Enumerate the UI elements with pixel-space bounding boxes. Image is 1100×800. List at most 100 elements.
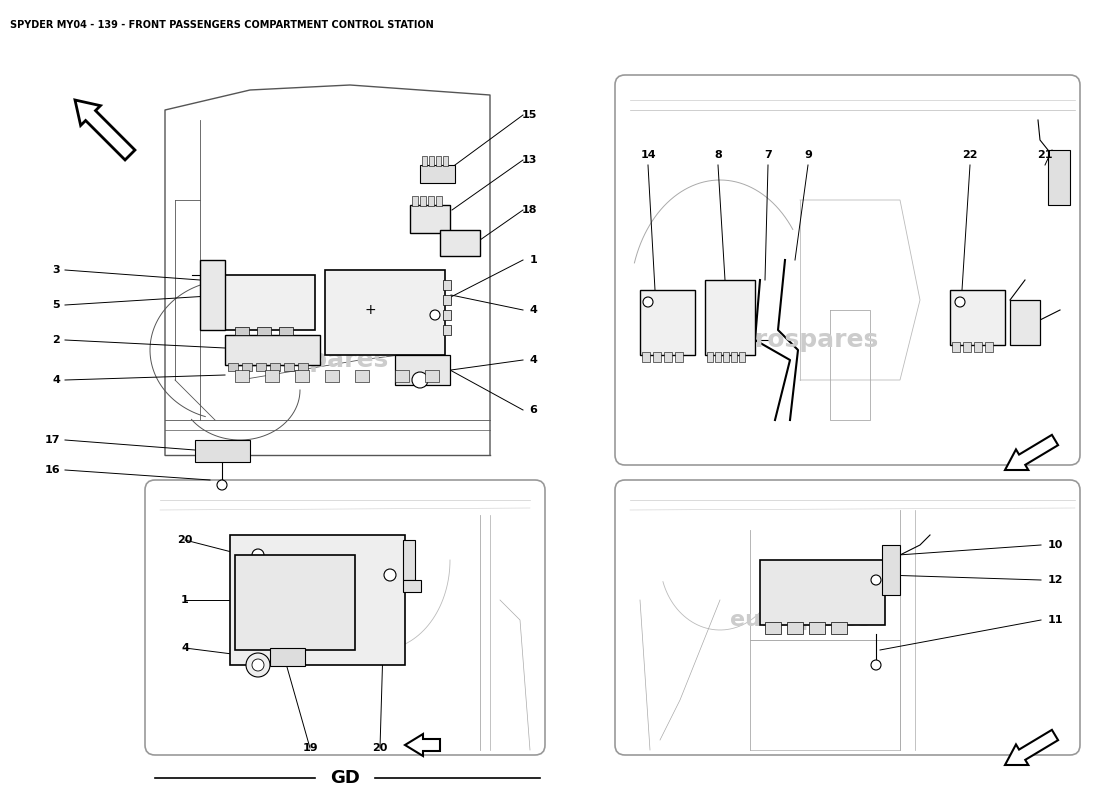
Bar (195, 440, 250, 462)
Bar (235, 370, 249, 382)
Bar (324, 270, 446, 355)
Text: 18: 18 (521, 205, 537, 215)
Bar (882, 545, 900, 595)
FancyArrow shape (1005, 435, 1058, 470)
Bar (1010, 300, 1040, 345)
Text: 12: 12 (1047, 575, 1063, 585)
Text: 9: 9 (804, 150, 812, 160)
Bar (962, 342, 971, 352)
Text: SPYDER MY04 - 139 - FRONT PASSENGERS COMPARTMENT CONTROL STATION: SPYDER MY04 - 139 - FRONT PASSENGERS COM… (10, 20, 433, 30)
Text: 19: 19 (302, 743, 318, 753)
Text: 14: 14 (640, 150, 656, 160)
Text: 11: 11 (1047, 615, 1063, 625)
Bar (228, 363, 238, 371)
Text: 1: 1 (529, 255, 537, 265)
Bar (284, 363, 294, 371)
Bar (295, 370, 309, 382)
Circle shape (871, 575, 881, 585)
Text: 4: 4 (529, 305, 537, 315)
Bar (443, 310, 451, 320)
Text: eurospares: eurospares (729, 610, 870, 630)
Bar (1048, 150, 1070, 205)
FancyBboxPatch shape (145, 480, 544, 755)
Bar (436, 196, 442, 206)
Bar (675, 352, 683, 362)
Bar (984, 342, 993, 352)
Text: 4: 4 (52, 375, 60, 385)
Bar (739, 352, 745, 362)
Circle shape (217, 480, 227, 490)
Bar (279, 327, 293, 335)
Bar (715, 352, 720, 362)
Bar (640, 290, 695, 355)
Text: 16: 16 (44, 465, 60, 475)
FancyBboxPatch shape (615, 75, 1080, 465)
Text: 6: 6 (529, 405, 537, 415)
Bar (242, 363, 252, 371)
Bar (705, 280, 755, 355)
Bar (642, 352, 650, 362)
Bar (324, 370, 339, 382)
Bar (429, 156, 434, 166)
Circle shape (412, 372, 428, 388)
Bar (355, 370, 368, 382)
Text: 1: 1 (182, 595, 189, 605)
Circle shape (252, 659, 264, 671)
Bar (270, 648, 305, 666)
Bar (420, 196, 426, 206)
Circle shape (871, 660, 881, 670)
FancyArrow shape (75, 100, 135, 160)
Circle shape (384, 569, 396, 581)
Bar (226, 275, 315, 330)
Bar (952, 342, 960, 352)
Circle shape (955, 297, 965, 307)
Text: 3: 3 (53, 265, 60, 275)
Text: 7: 7 (764, 150, 772, 160)
Bar (428, 196, 435, 206)
Text: eurospares: eurospares (720, 328, 879, 352)
Bar (226, 335, 320, 365)
Bar (412, 196, 418, 206)
Bar (298, 363, 308, 371)
Bar (760, 560, 886, 625)
Text: GD: GD (330, 769, 360, 787)
FancyBboxPatch shape (615, 480, 1080, 755)
Text: 4: 4 (529, 355, 537, 365)
Bar (403, 540, 415, 580)
Bar (425, 370, 439, 382)
Bar (235, 327, 249, 335)
Bar (443, 156, 448, 166)
Bar (420, 165, 455, 183)
Text: eurospares: eurospares (250, 610, 390, 630)
Bar (256, 363, 266, 371)
Bar (764, 622, 781, 634)
Text: 2: 2 (53, 335, 60, 345)
Circle shape (430, 310, 440, 320)
Text: +: + (364, 303, 376, 317)
Text: eurospares: eurospares (231, 348, 389, 372)
Bar (808, 622, 825, 634)
Circle shape (252, 549, 264, 561)
Bar (974, 342, 982, 352)
Bar (443, 325, 451, 335)
Text: 20: 20 (372, 743, 387, 753)
Text: 15: 15 (521, 110, 537, 120)
Bar (422, 156, 427, 166)
Text: 17: 17 (44, 435, 60, 445)
FancyArrow shape (405, 734, 440, 756)
Bar (732, 352, 737, 362)
Bar (403, 580, 421, 592)
Bar (270, 363, 280, 371)
Bar (235, 555, 355, 650)
Bar (230, 535, 405, 665)
Text: 5: 5 (53, 300, 60, 310)
Text: 10: 10 (1047, 540, 1063, 550)
Text: 21: 21 (1037, 150, 1053, 160)
Bar (265, 370, 279, 382)
Circle shape (246, 653, 270, 677)
Text: 20: 20 (177, 535, 192, 545)
Bar (707, 352, 713, 362)
Bar (395, 370, 409, 382)
Bar (440, 230, 480, 256)
Text: 13: 13 (521, 155, 537, 165)
